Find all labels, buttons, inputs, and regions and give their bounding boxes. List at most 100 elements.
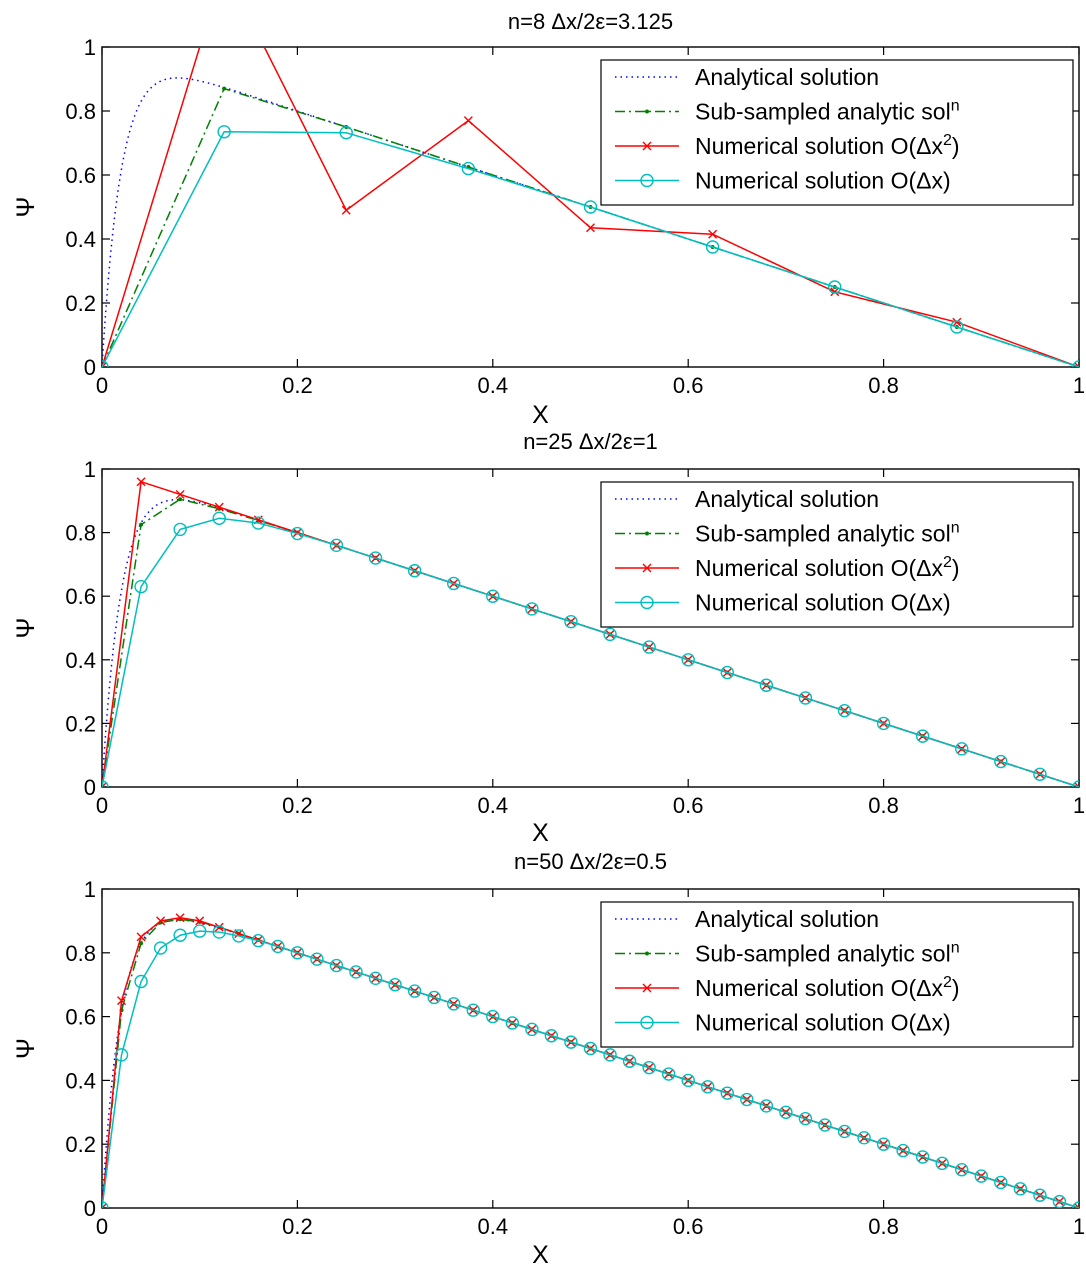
data-point bbox=[292, 528, 302, 538]
series-numerical2 bbox=[102, 47, 1079, 367]
x-axis-label: X bbox=[532, 401, 549, 429]
data-point bbox=[134, 579, 148, 594]
data-point bbox=[837, 703, 852, 718]
legend-marker bbox=[645, 951, 649, 956]
plot-panel-1: n=8 Δx/2ε=3.125 0 0.2 0.4 0.6 0.8 1 0 0.2 0.4 0.6 0… bbox=[12, 9, 1085, 429]
legend: Analytical solution Sub-sampled analytic … bbox=[600, 901, 1074, 1048]
data-point bbox=[251, 516, 266, 530]
y-tick-label: 0.2 bbox=[65, 291, 96, 316]
data-point bbox=[139, 522, 144, 527]
data-point bbox=[830, 287, 840, 297]
legend-marker bbox=[642, 563, 652, 573]
data-point bbox=[759, 678, 774, 692]
x-axis-label: X bbox=[532, 1241, 549, 1269]
data-point bbox=[102, 362, 107, 367]
y-tick-label: 0.8 bbox=[65, 941, 96, 966]
data-point bbox=[1013, 1182, 1028, 1196]
data-point bbox=[175, 489, 185, 499]
x-tick-label: 0 bbox=[96, 1214, 108, 1239]
legend-box bbox=[600, 481, 1074, 628]
data-point bbox=[586, 223, 595, 233]
legend-marker bbox=[642, 141, 652, 151]
data-area bbox=[102, 47, 1079, 367]
y-axis-label: Ψ bbox=[12, 1038, 40, 1059]
data-point bbox=[779, 1105, 793, 1120]
data-point bbox=[876, 716, 891, 731]
y-tick-label: 0.4 bbox=[65, 1068, 96, 1093]
data-point bbox=[388, 978, 402, 992]
data-point bbox=[173, 522, 187, 537]
x-tick-label: 0.8 bbox=[868, 793, 899, 818]
data-point bbox=[915, 1150, 930, 1164]
data-point bbox=[525, 602, 539, 616]
x-tick-label: 0.4 bbox=[478, 793, 509, 818]
data-point bbox=[583, 200, 598, 214]
axes-box bbox=[101, 888, 1080, 1209]
data-point bbox=[994, 754, 1008, 769]
x-tick-label: 0.2 bbox=[282, 373, 313, 398]
x-tick-label: 0 bbox=[96, 373, 108, 398]
plot-panel-2: n=25 Δx/2ε=1 0 0.2 0.4 0.6 0.8 1 0 0.2 0.4 0.6 0.8 1… bbox=[12, 429, 1085, 847]
data-point bbox=[701, 1080, 715, 1094]
series-line bbox=[102, 930, 1079, 1208]
data-point bbox=[271, 939, 285, 954]
data-point bbox=[217, 125, 231, 139]
data-point bbox=[175, 913, 185, 923]
data-point bbox=[329, 958, 344, 973]
data-point bbox=[222, 86, 227, 91]
panel-title: n=8 Δx/2ε=3.125 bbox=[508, 9, 673, 34]
x-tick-label: 0.2 bbox=[282, 793, 313, 818]
y-tick-label: 0.4 bbox=[65, 648, 96, 673]
y-tick-label: 0 bbox=[84, 775, 96, 800]
data-point bbox=[178, 497, 183, 502]
y-tick-label: 0 bbox=[84, 355, 96, 380]
y-tick-label: 0.8 bbox=[65, 521, 96, 546]
data-point bbox=[642, 1060, 656, 1075]
data-point bbox=[232, 929, 246, 943]
data-point bbox=[564, 614, 578, 629]
legend-label: Analytical solution bbox=[695, 906, 879, 932]
data-point bbox=[1052, 1194, 1067, 1208]
data-point bbox=[134, 974, 148, 989]
data-point bbox=[339, 126, 353, 140]
legend-box bbox=[600, 59, 1074, 206]
legend-label: Analytical solution bbox=[695, 64, 879, 90]
legend: Analytical solution Sub-sampled analytic … bbox=[600, 59, 1074, 206]
data-point bbox=[1074, 362, 1079, 367]
data-point bbox=[290, 526, 305, 541]
data-point bbox=[212, 925, 226, 939]
legend-marker bbox=[645, 531, 649, 536]
legend-label: Sub-sampled analytic soln bbox=[695, 520, 960, 547]
data-point bbox=[102, 782, 107, 787]
legend-label: Numerical solution O(Δx) bbox=[695, 168, 951, 194]
data-point bbox=[153, 941, 168, 955]
x-tick-label: 0.8 bbox=[868, 373, 899, 398]
data-point bbox=[876, 1137, 891, 1151]
data-point bbox=[290, 946, 305, 960]
x-tick-label: 1 bbox=[1073, 1214, 1085, 1239]
data-point bbox=[720, 665, 734, 680]
y-tick-label: 1 bbox=[84, 877, 96, 902]
x-tick-label: 0.4 bbox=[478, 373, 509, 398]
y-axis-label: Ψ bbox=[12, 618, 40, 639]
data-point bbox=[583, 1041, 598, 1056]
data-point bbox=[818, 1118, 832, 1132]
x-tick-label: 0.6 bbox=[673, 1214, 704, 1239]
data-point bbox=[447, 576, 461, 591]
data-point bbox=[173, 928, 187, 942]
data-point bbox=[828, 280, 842, 294]
legend-marker bbox=[640, 595, 654, 610]
data-point bbox=[407, 984, 422, 998]
data-point bbox=[1033, 767, 1047, 781]
x-tick-label: 0 bbox=[96, 793, 108, 818]
legend-label: Numerical solution O(Δx) bbox=[695, 590, 951, 616]
data-point bbox=[955, 742, 969, 756]
legend-label: Analytical solution bbox=[695, 486, 879, 512]
data-point bbox=[195, 916, 205, 926]
legend-label: Sub-sampled analytic soln bbox=[695, 940, 960, 967]
data-point bbox=[368, 971, 383, 986]
data-point bbox=[955, 1163, 969, 1177]
data-point bbox=[661, 1067, 676, 1081]
x-tick-label: 1 bbox=[1073, 373, 1085, 398]
